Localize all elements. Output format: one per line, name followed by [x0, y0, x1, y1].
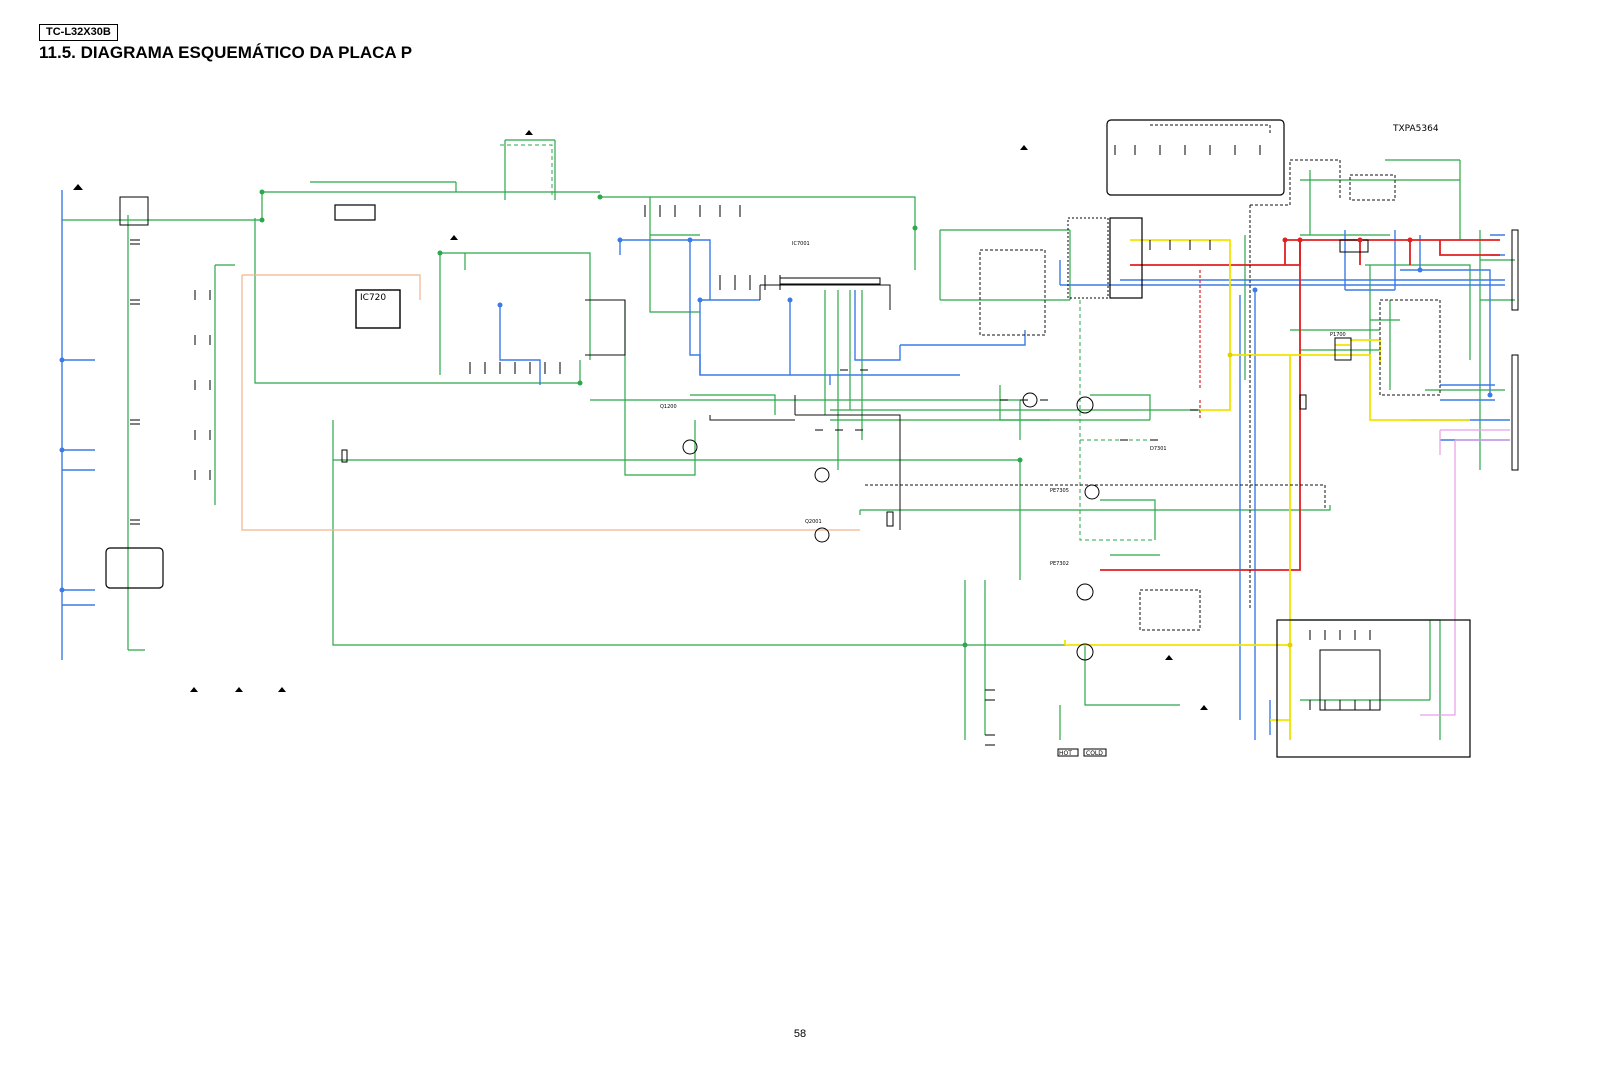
- ic7001-label: IC7001: [792, 241, 810, 247]
- cold-label: COLD: [1086, 750, 1103, 757]
- model-tag: TC-L32X30B: [39, 24, 118, 41]
- transformer-box: [1109, 217, 1143, 299]
- yellow-nets: [1064, 239, 1470, 740]
- part-number-label: TXPA5364: [1392, 124, 1439, 134]
- output-connector-box: [1276, 619, 1471, 758]
- green-nets: [62, 139, 1515, 740]
- p1700-label: P1700: [1330, 332, 1346, 338]
- blue-nets: [61, 190, 1510, 740]
- hot-label: HOT: [1059, 750, 1072, 757]
- page-number: 58: [793, 1028, 807, 1040]
- input-filter-box: [105, 547, 164, 589]
- red-nets: [1100, 239, 1500, 571]
- q2001-label: Q2001: [805, 519, 822, 525]
- component-marks: [130, 145, 1371, 746]
- bridge-box: [119, 196, 149, 226]
- standby-control-box: [1106, 119, 1285, 196]
- d7301-label: D7301: [1150, 446, 1167, 452]
- pe7305-label: PE7305: [1050, 488, 1069, 494]
- junctions: [59, 237, 1493, 593]
- pe7302-label: PE7302: [1050, 561, 1069, 567]
- page-title: 11.5. DIAGRAMA ESQUEMÁTICO DA PLACA P: [39, 43, 413, 62]
- q1200-label: Q1200: [660, 404, 677, 410]
- ic720-label: IC720: [360, 293, 386, 303]
- components: [334, 204, 1519, 757]
